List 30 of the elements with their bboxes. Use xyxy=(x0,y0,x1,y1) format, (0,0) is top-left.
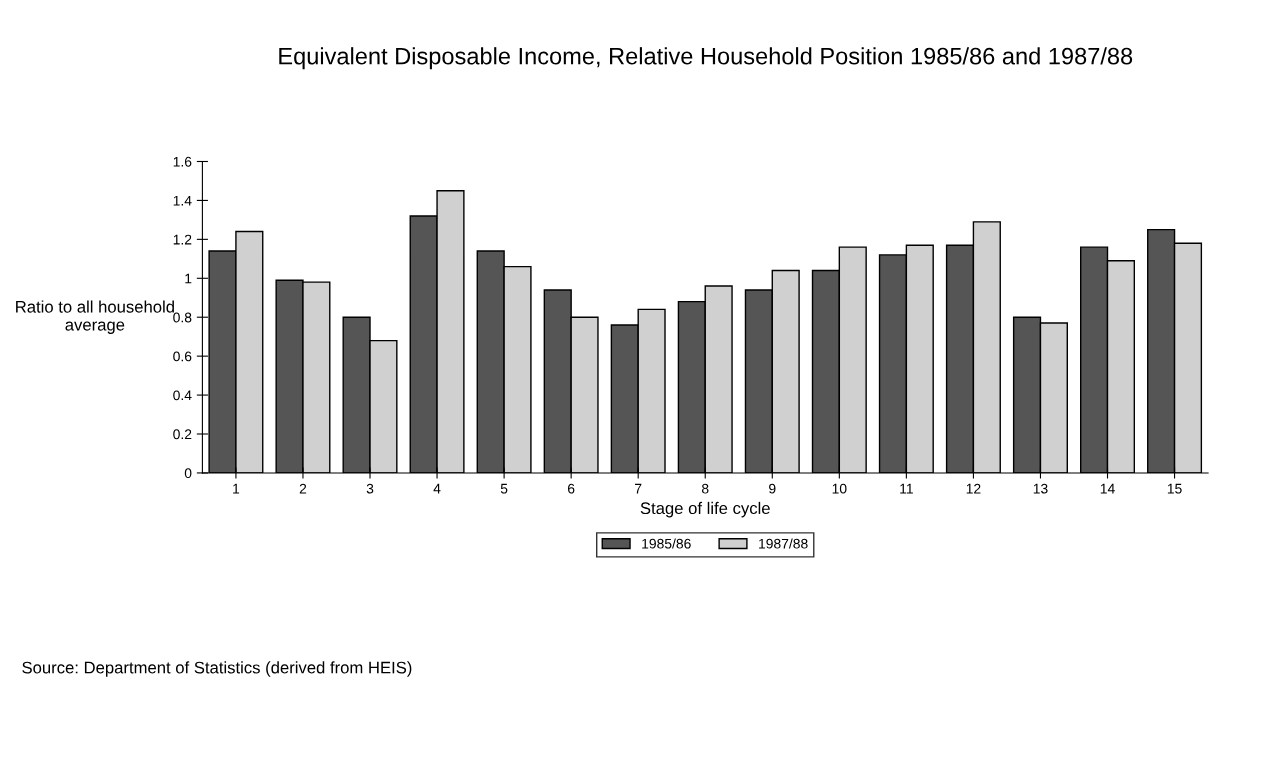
x-tick-label: 11 xyxy=(900,483,913,494)
y-tick-label: 0.4 xyxy=(173,390,192,401)
x-tick-label: 1 xyxy=(233,483,240,494)
y-tick-label: 0.2 xyxy=(173,429,192,440)
x-tick-label: 14 xyxy=(1100,483,1115,494)
y-tick-label: 0.6 xyxy=(173,351,192,362)
y-tick-label: 1.4 xyxy=(173,195,192,206)
x-tick-label: 15 xyxy=(1167,483,1182,494)
chart-title: Equivalent Disposable Income, Relative Household Position 1985/86 and 1987/88 xyxy=(279,47,1133,70)
x-tick-label: 2 xyxy=(299,483,307,494)
x-tick-label: 13 xyxy=(1033,483,1048,494)
x-axis-title: Stage of life cycle xyxy=(640,501,770,518)
y-tick-label: 0 xyxy=(184,468,192,479)
legend-label: 1985/86 xyxy=(642,538,691,549)
legend-label: 1987/88 xyxy=(759,538,808,549)
x-tick-label: 7 xyxy=(635,483,642,494)
x-tick-label: 6 xyxy=(567,483,575,494)
y-axis-title: Ratio to all household average xyxy=(16,300,174,334)
x-tick-label: 12 xyxy=(966,483,981,494)
x-tick-label: 8 xyxy=(701,483,709,494)
x-tick-label: 4 xyxy=(433,483,441,494)
y-tick-label: 1 xyxy=(185,273,192,284)
y-tick-label: 1.6 xyxy=(173,156,192,167)
y-tick-label: 0.8 xyxy=(173,312,192,323)
x-tick-label: 10 xyxy=(832,483,847,494)
x-tick-label: 3 xyxy=(366,483,374,494)
x-tick-label: 9 xyxy=(769,483,776,494)
x-tick-label: 5 xyxy=(500,483,508,494)
y-tick-label: 1.2 xyxy=(173,234,192,245)
source-note: Source: Department of Statistics (derived from HEIS) xyxy=(22,661,412,677)
